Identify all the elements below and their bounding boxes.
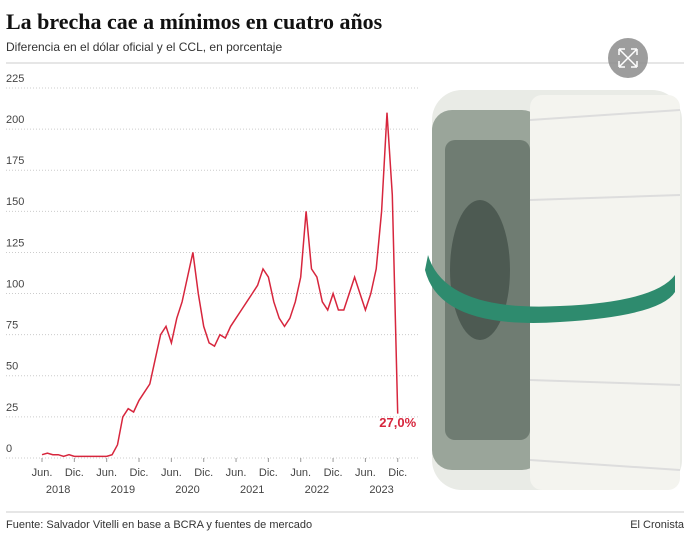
x-tick-label: Dic. — [324, 467, 343, 479]
x-tick-label: Jun. — [226, 467, 247, 479]
source: Fuente: Salvador Vitelli en base a BCRA … — [6, 519, 312, 531]
brand: El Cronista — [630, 519, 685, 531]
y-tick-label: 50 — [6, 361, 18, 373]
x-year-label: 2020 — [175, 484, 199, 496]
y-tick-label: 75 — [6, 320, 18, 332]
x-tick-label: Jun. — [355, 467, 376, 479]
chart-title: La brecha cae a mínimos en cuatro años — [6, 9, 383, 34]
x-tick-label: Dic. — [388, 467, 407, 479]
chart-subtitle: Diferencia en el dólar oficial y el CCL,… — [6, 40, 282, 54]
x-tick-label: Jun. — [161, 467, 182, 479]
x-tick-label: Dic. — [130, 467, 149, 479]
y-tick-label: 175 — [6, 155, 24, 167]
y-tick-label: 200 — [6, 114, 24, 126]
value-label: 27,0% — [379, 415, 416, 430]
x-tick-label: Jun. — [290, 467, 311, 479]
x-tick-label: Dic. — [194, 467, 213, 479]
y-tick-label: 0 — [6, 443, 12, 455]
y-tick-label: 225 — [6, 73, 24, 85]
y-tick-label: 25 — [6, 402, 18, 414]
line — [41, 112, 399, 458]
x-year-label: 2018 — [46, 484, 70, 496]
x-year-label: 2019 — [111, 484, 135, 496]
x-year-label: 2023 — [369, 484, 393, 496]
y-tick-label: 150 — [6, 196, 24, 208]
x-year-label: 2022 — [305, 484, 329, 496]
y-tick-label: 100 — [6, 278, 24, 290]
money-illustration — [425, 90, 682, 490]
x-year-label: 2021 — [240, 484, 264, 496]
x-tick-label: Jun. — [96, 467, 117, 479]
x-tick-label: Jun. — [32, 467, 53, 479]
expand-button[interactable] — [608, 38, 648, 78]
x-tick-label: Dic. — [259, 467, 278, 479]
x-tick-label: Dic. — [65, 467, 84, 479]
y-tick-label: 125 — [6, 237, 24, 249]
